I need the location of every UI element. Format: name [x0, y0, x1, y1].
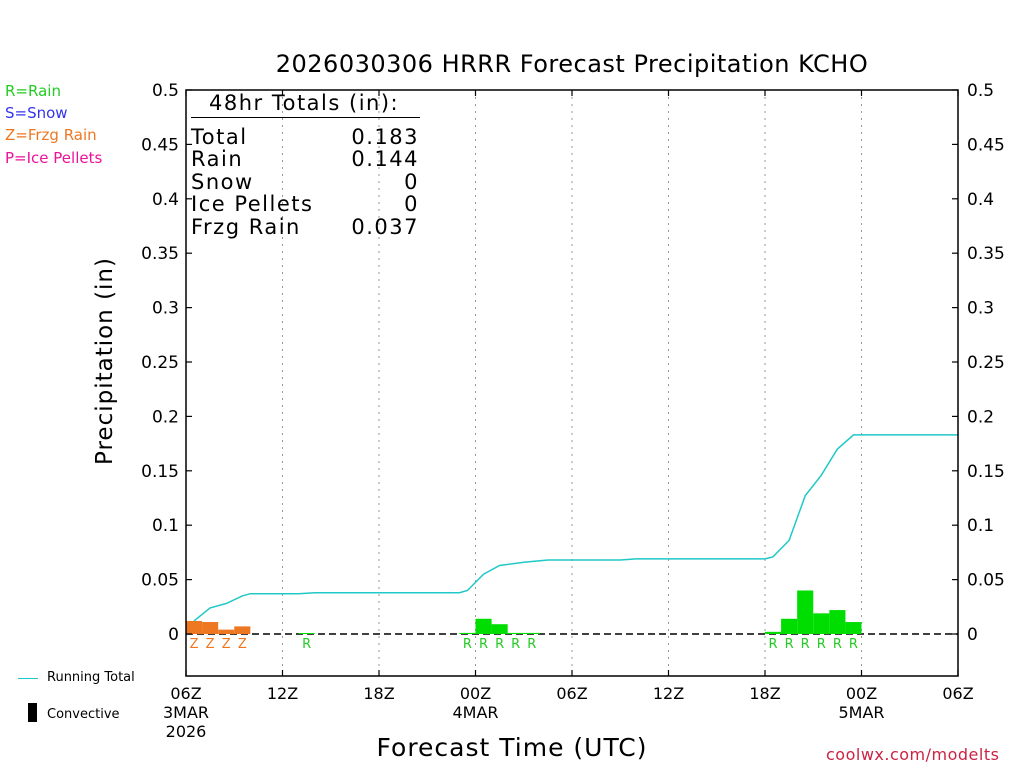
credit-link[interactable]: coolwx.com/modelts	[826, 745, 1000, 764]
precip-type-marker: R	[302, 637, 311, 652]
precip-type-marker: R	[511, 637, 520, 652]
x-tick-label: 18Z	[749, 684, 780, 703]
precip-type-marker: Z	[222, 637, 231, 652]
precip-type-marker: Z	[238, 637, 247, 652]
y-tick-label-right: 0	[967, 625, 978, 645]
convective-legend-swatch	[28, 703, 37, 722]
x-tick-label: 2026	[166, 722, 207, 741]
y-tick-label-left: 0.15	[141, 462, 179, 482]
precip-type-marker: R	[769, 637, 778, 652]
precip-bar	[797, 590, 814, 634]
y-tick-label-right: 0.25	[967, 353, 1005, 373]
y-tick-label-right: 0.5	[967, 81, 994, 101]
totals-label-frzg-rain: Frzg Rain	[191, 215, 301, 239]
precip-bar	[186, 620, 203, 634]
precip-bar	[781, 618, 798, 634]
totals-value-snow: 0	[404, 170, 419, 194]
legend-ice-pellets: P=Ice Pellets	[5, 149, 103, 167]
precip-bar	[459, 632, 476, 634]
y-tick-label-left: 0.45	[141, 135, 179, 155]
precip-bar	[202, 622, 219, 634]
precip-type-marker: R	[801, 637, 810, 652]
y-tick-label-right: 0.3	[967, 299, 994, 319]
precip-bar	[298, 633, 315, 634]
legend-rain: R=Rain	[5, 82, 61, 100]
precip-bar	[813, 613, 830, 634]
x-axis-label: Forecast Time (UTC)	[0, 733, 1024, 762]
x-tick-label: 12Z	[267, 684, 298, 703]
precip-bar	[234, 626, 251, 634]
totals-value-total: 0.183	[351, 125, 419, 149]
precip-bar	[829, 610, 846, 634]
y-tick-label-left: 0.25	[141, 353, 179, 373]
precip-type-marker: R	[833, 637, 842, 652]
precip-type-marker: R	[495, 637, 504, 652]
y-axis-label: Precipitation (in)	[92, 257, 118, 465]
y-tick-label-left: 0.3	[152, 299, 179, 319]
precip-type-marker: Z	[190, 637, 199, 652]
precip-bar	[523, 632, 540, 634]
x-tick-label: 06Z	[556, 684, 587, 703]
y-tick-label-left: 0.5	[152, 81, 179, 101]
y-tick-label-left: 0.2	[152, 407, 179, 427]
x-tick-label: 00Z	[460, 684, 491, 703]
y-tick-label-left: 0	[168, 625, 179, 645]
totals-label-snow: Snow	[191, 170, 254, 194]
x-tick-label: 18Z	[363, 684, 394, 703]
legend-snow: S=Snow	[5, 104, 68, 122]
y-tick-label-right: 0.1	[967, 516, 994, 536]
y-tick-label-left: 0.4	[152, 190, 179, 210]
y-tick-label-right: 0.35	[967, 244, 1005, 264]
totals-value-ice-pellets: 0	[404, 192, 419, 216]
precip-type-marker: Z	[206, 637, 215, 652]
running-total-legend-line	[18, 678, 38, 679]
precip-type-marker: R	[527, 637, 536, 652]
x-tick-label: 06Z	[170, 684, 201, 703]
totals-value-frzg-rain: 0.037	[351, 215, 419, 239]
x-tick-label: 4MAR	[452, 703, 498, 722]
totals-label-total: Total	[191, 125, 248, 149]
x-tick-label: 00Z	[846, 684, 877, 703]
precip-bar	[765, 631, 782, 634]
precip-bar	[475, 618, 492, 634]
precip-type-marker: R	[785, 637, 794, 652]
y-tick-label-left: 0.35	[141, 244, 179, 264]
y-tick-label-left: 0.1	[152, 516, 179, 536]
x-tick-label: 5MAR	[838, 703, 884, 722]
totals-underline	[191, 117, 420, 118]
y-tick-label-left: 0.05	[141, 571, 179, 591]
precip-bar	[218, 629, 235, 634]
precip-type-marker: R	[479, 637, 488, 652]
running-total-legend-label: Running Total	[47, 670, 135, 685]
x-tick-label: 06Z	[942, 684, 973, 703]
y-tick-label-right: 0.45	[967, 135, 1005, 155]
totals-label-rain: Rain	[191, 147, 244, 171]
y-tick-label-right: 0.4	[967, 190, 994, 210]
chart-title: 2026030306 HRRR Forecast Precipitation K…	[275, 50, 869, 78]
precip-type-marker: R	[849, 637, 858, 652]
precip-type-marker: R	[463, 637, 472, 652]
precip-bar	[845, 622, 862, 634]
legend-frzg-rain: Z=Frzg Rain	[5, 126, 97, 144]
totals-value-rain: 0.144	[351, 147, 419, 171]
x-axis-label-text: Forecast Time (UTC)	[376, 733, 648, 762]
x-tick-label: 12Z	[653, 684, 684, 703]
precip-bar	[491, 624, 508, 634]
x-tick-label: 3MAR	[163, 703, 209, 722]
precip-bar	[507, 632, 524, 634]
precip-type-marker: R	[817, 637, 826, 652]
totals-heading: 48hr Totals (in):	[209, 91, 400, 115]
y-tick-label-right: 0.15	[967, 462, 1005, 482]
y-tick-label-right: 0.2	[967, 407, 994, 427]
convective-legend-label: Convective	[47, 707, 120, 722]
running-total-line	[193, 434, 958, 622]
totals-label-ice-pellets: Ice Pellets	[191, 192, 314, 216]
y-tick-label-right: 0.05	[967, 571, 1005, 591]
